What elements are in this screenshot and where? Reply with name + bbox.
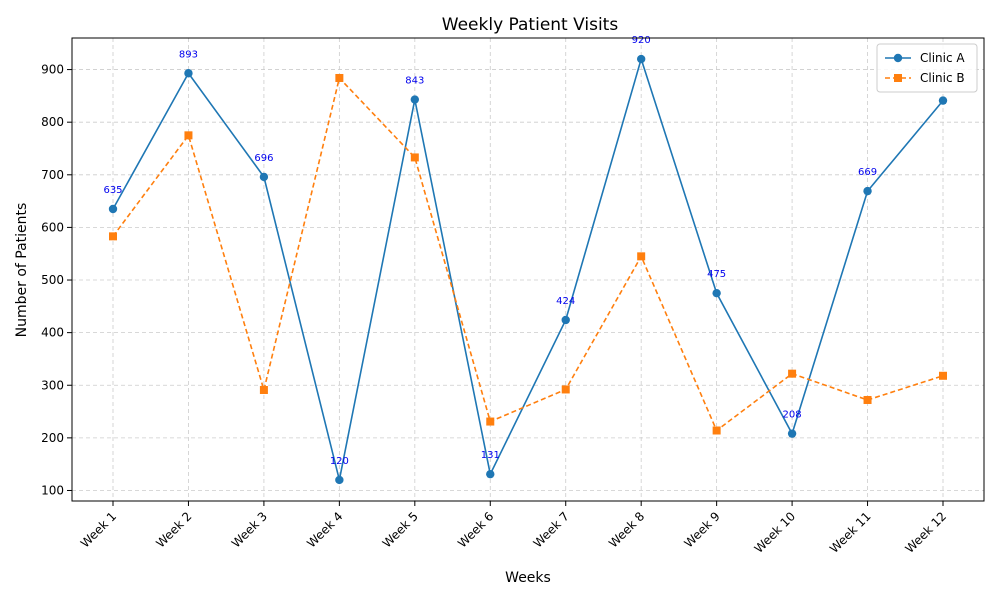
- y-tick-label: 100: [41, 483, 64, 497]
- series-line-clinic-a: [112, 56, 944, 481]
- data-label: 920: [632, 35, 651, 46]
- y-axis: 100 200 300 400 500 600 700 800 900: [41, 63, 72, 497]
- series-clinic-b: [109, 73, 947, 435]
- series-clinic-a: [108, 54, 948, 485]
- series-layer: [108, 54, 948, 485]
- point-clinic-a: [863, 186, 872, 196]
- point-clinic-b: [561, 385, 570, 394]
- point-clinic-a: [335, 475, 344, 485]
- x-tick-label: Week 12: [902, 509, 949, 556]
- data-label: 208: [783, 410, 802, 421]
- point-clinic-b: [259, 385, 268, 394]
- point-clinic-b: [863, 395, 872, 404]
- data-label: 635: [103, 185, 122, 196]
- point-clinic-b: [788, 369, 797, 378]
- legend: Clinic A Clinic B: [876, 43, 978, 93]
- x-tick-label: Week 6: [455, 509, 496, 550]
- data-label: 424: [556, 296, 575, 307]
- y-tick-label: 700: [41, 168, 64, 182]
- y-tick-label: 200: [41, 431, 64, 445]
- x-tick-label: Week 1: [78, 509, 119, 550]
- x-tick-label: Week 11: [827, 509, 874, 556]
- legend-marker-clinic-b: [894, 74, 902, 82]
- point-clinic-b: [184, 131, 193, 140]
- point-clinic-b: [637, 252, 646, 261]
- data-label: 131: [481, 450, 500, 461]
- point-clinic-b: [486, 417, 495, 426]
- x-axis: Week 1 Week 2 Week 3 Week 4 Week 5 Week 6 Week…: [78, 501, 949, 556]
- point-clinic-a: [184, 69, 193, 78]
- data-label: 669: [858, 167, 877, 178]
- x-tick-label: Week 2: [153, 509, 194, 550]
- point-clinic-b: [109, 232, 117, 241]
- x-tick-label: Week 3: [229, 509, 270, 550]
- y-tick-label: 400: [41, 326, 64, 340]
- y-tick-label: 500: [41, 273, 64, 287]
- data-labels: 635 893 696 120 843 131 424 920 475 208 669: [103, 35, 877, 467]
- x-axis-label: Weeks: [505, 570, 551, 586]
- x-tick-label: Week 8: [606, 509, 647, 550]
- x-tick-label: Week 5: [380, 509, 421, 550]
- point-clinic-a: [259, 172, 269, 182]
- data-label: 475: [707, 269, 726, 280]
- point-clinic-b: [335, 73, 344, 82]
- y-tick-label: 900: [41, 63, 64, 77]
- point-clinic-a: [938, 96, 948, 105]
- y-tick-label: 800: [41, 115, 64, 129]
- chart-title: Weekly Patient Visits: [442, 15, 619, 35]
- legend-label-clinic-a: Clinic A: [920, 51, 965, 65]
- point-clinic-b: [939, 371, 947, 380]
- x-tick-label: Week 10: [752, 509, 799, 556]
- y-tick-label: 600: [41, 220, 64, 234]
- data-label: 893: [179, 49, 198, 60]
- series-line-clinic-b: [112, 76, 944, 432]
- point-clinic-a: [486, 469, 495, 479]
- legend-label-clinic-b: Clinic B: [920, 71, 965, 85]
- legend-marker-clinic-a: [893, 53, 903, 63]
- point-clinic-a: [787, 429, 797, 438]
- plot-frame: [71, 37, 985, 502]
- point-clinic-a: [712, 288, 721, 298]
- point-clinic-b: [712, 426, 721, 435]
- data-label: 120: [330, 456, 349, 467]
- point-clinic-a: [561, 315, 570, 325]
- x-tick-label: Week 9: [682, 509, 723, 550]
- point-clinic-a: [108, 204, 118, 214]
- point-clinic-a: [410, 95, 420, 104]
- x-tick-label: Week 4: [304, 509, 345, 550]
- x-tick-label: Week 7: [531, 509, 572, 550]
- data-label: 696: [254, 153, 273, 164]
- point-clinic-b: [410, 153, 419, 162]
- point-clinic-a: [636, 54, 646, 64]
- data-label: 843: [405, 76, 424, 87]
- grid: [72, 38, 984, 501]
- y-tick-label: 300: [41, 378, 64, 392]
- y-axis-label: Number of Patients: [14, 203, 30, 338]
